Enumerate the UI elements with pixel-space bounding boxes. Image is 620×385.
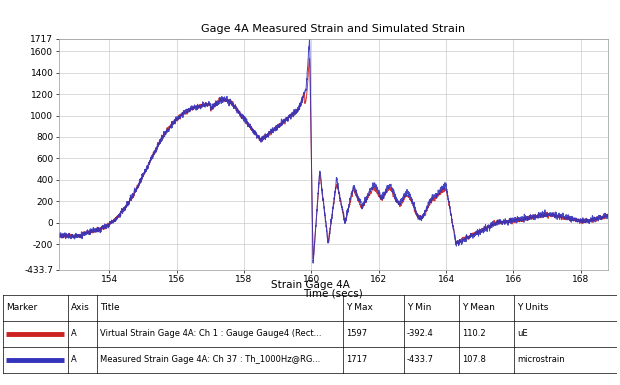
Text: 110.2: 110.2: [463, 329, 486, 338]
Text: 1597: 1597: [345, 329, 366, 338]
Title: Gage 4A Measured Strain and Simulated Strain: Gage 4A Measured Strain and Simulated St…: [201, 23, 466, 33]
X-axis label: Time (secs): Time (secs): [303, 288, 363, 298]
Text: -433.7: -433.7: [407, 355, 434, 364]
Text: Title: Title: [100, 303, 120, 312]
Text: A: A: [71, 355, 76, 364]
Text: Virtual Strain Gage 4A: Ch 1 : Gauge Gauge4 (Rect...: Virtual Strain Gage 4A: Ch 1 : Gauge Gau…: [100, 329, 322, 338]
Text: uE: uE: [518, 329, 528, 338]
Text: Y Max: Y Max: [345, 303, 373, 312]
Text: Y Mean: Y Mean: [463, 303, 495, 312]
Text: -392.4: -392.4: [407, 329, 434, 338]
Text: A: A: [71, 329, 76, 338]
Text: Strain Gage 4A: Strain Gage 4A: [270, 280, 350, 290]
Text: Y Min: Y Min: [407, 303, 432, 312]
Text: Marker: Marker: [6, 303, 37, 312]
Text: microstrain: microstrain: [518, 355, 565, 364]
Text: 107.8: 107.8: [463, 355, 486, 364]
Text: Axis: Axis: [71, 303, 89, 312]
Text: Y Units: Y Units: [518, 303, 549, 312]
Text: 1717: 1717: [345, 355, 367, 364]
Text: Measured Strain Gage 4A: Ch 37 : Th_1000Hz@RG...: Measured Strain Gage 4A: Ch 37 : Th_1000…: [100, 355, 321, 364]
